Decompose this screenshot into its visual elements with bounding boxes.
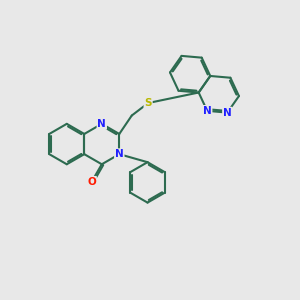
Text: N: N bbox=[98, 119, 106, 129]
Text: N: N bbox=[223, 108, 232, 118]
Text: O: O bbox=[87, 177, 96, 187]
Text: N: N bbox=[115, 149, 124, 159]
Text: N: N bbox=[203, 106, 212, 116]
Text: S: S bbox=[144, 98, 152, 108]
